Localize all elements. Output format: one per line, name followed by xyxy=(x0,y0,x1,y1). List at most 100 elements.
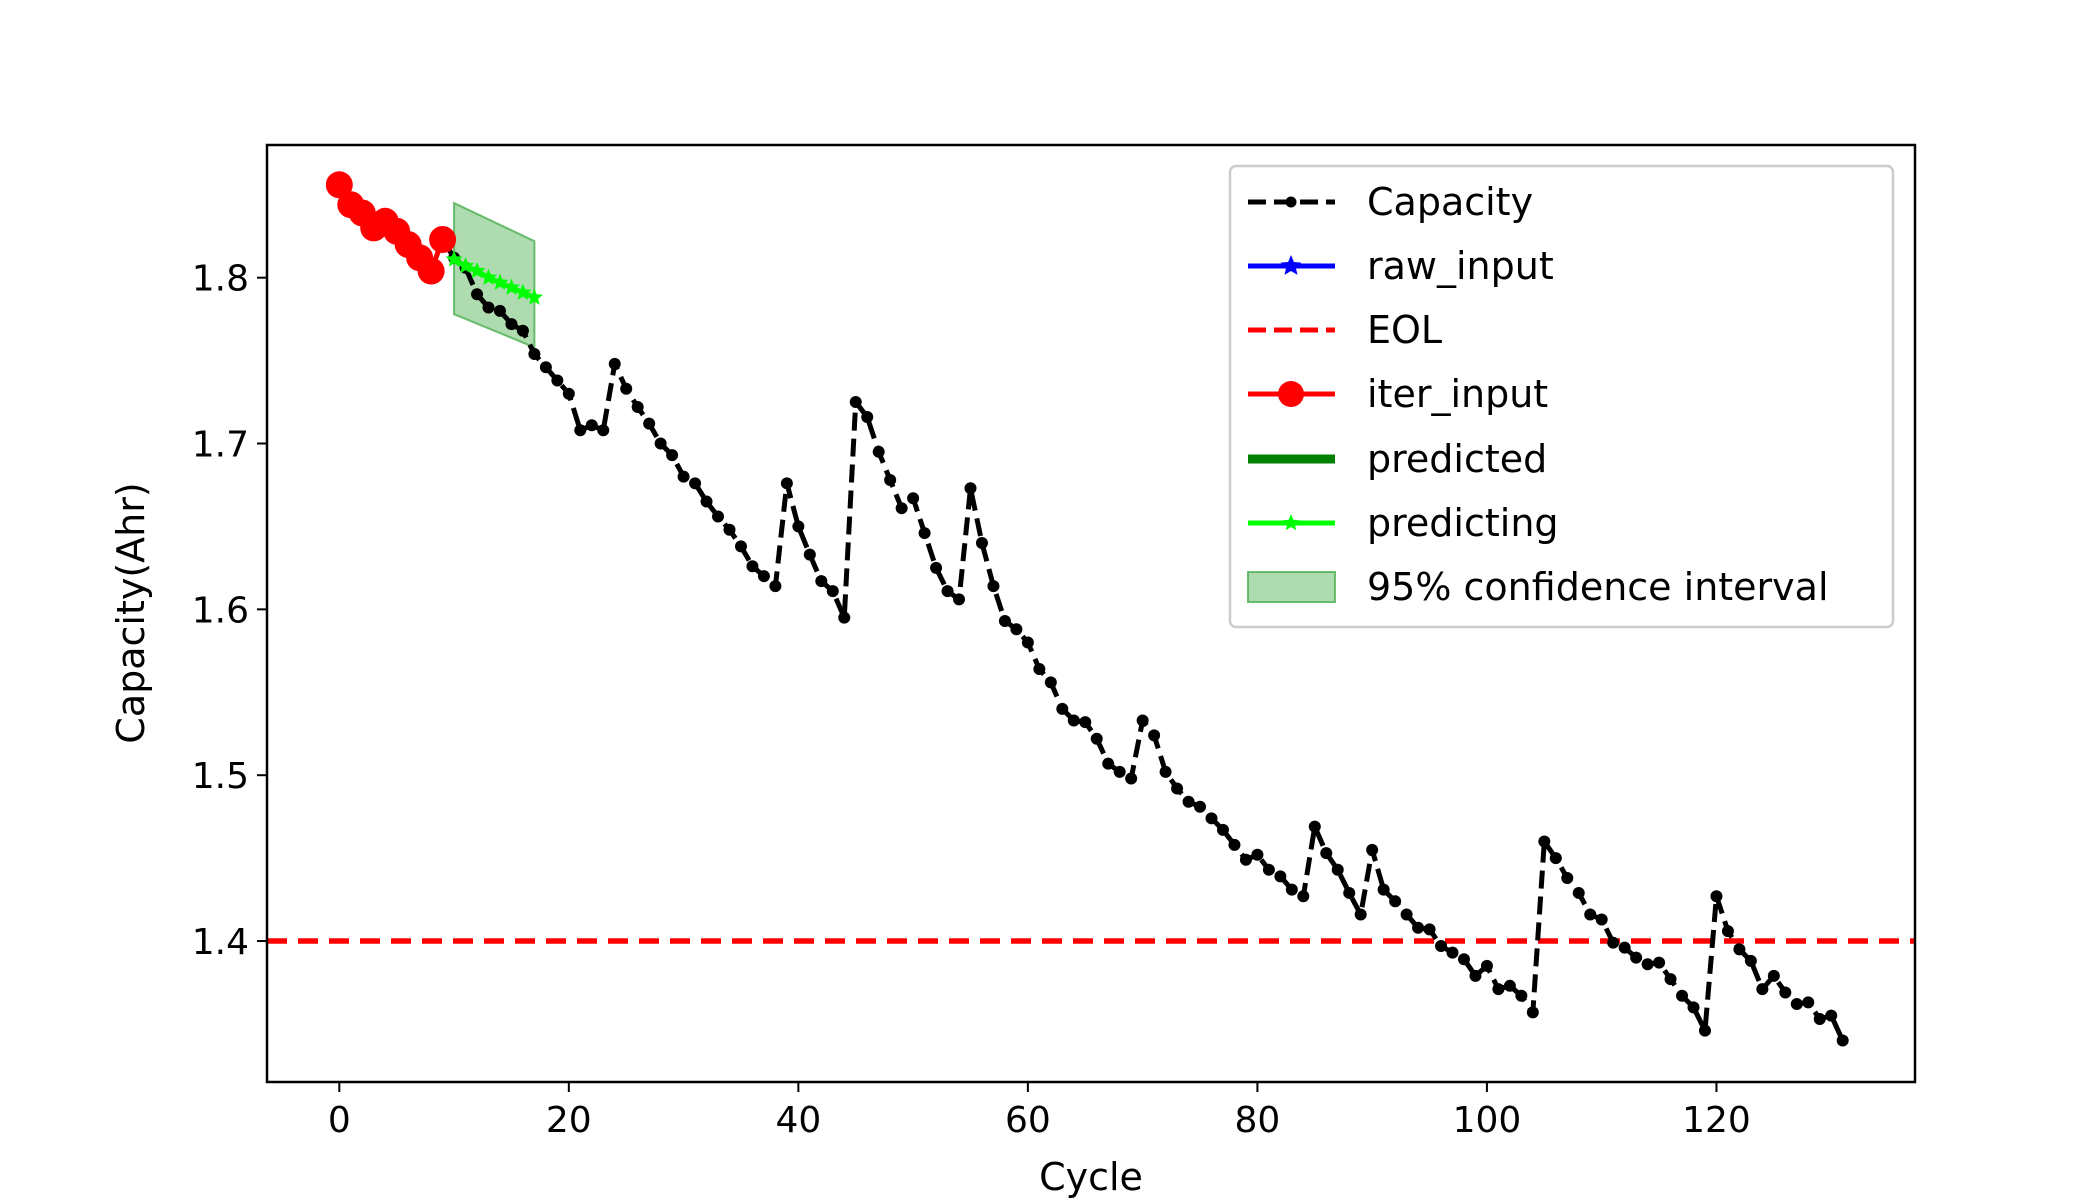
capacity-point xyxy=(1790,998,1803,1011)
capacity-point xyxy=(1148,729,1161,742)
capacity-point xyxy=(1090,732,1103,745)
capacity-point xyxy=(1630,951,1643,964)
capacity-point xyxy=(1572,886,1585,899)
capacity-point xyxy=(1412,921,1425,934)
capacity-point xyxy=(1446,946,1459,959)
y-tick-label: 1.4 xyxy=(192,922,249,963)
capacity-point xyxy=(1239,853,1252,866)
capacity-point xyxy=(1331,863,1344,876)
capacity-point xyxy=(1607,936,1620,949)
capacity-point xyxy=(998,614,1011,627)
capacity-point xyxy=(1813,1012,1826,1025)
capacity-point xyxy=(631,401,644,414)
capacity-point xyxy=(1618,941,1631,954)
capacity-point xyxy=(551,374,564,387)
plot-frame xyxy=(265,143,1917,1084)
capacity-point xyxy=(1538,835,1551,848)
capacity-point xyxy=(861,410,874,423)
capacity-point xyxy=(1297,890,1310,903)
capacity-point xyxy=(849,396,862,409)
capacity-point xyxy=(1423,923,1436,936)
capacity-point xyxy=(1067,714,1080,727)
legend-label-capacity: Capacity xyxy=(1367,180,1533,224)
capacity-point xyxy=(1159,765,1172,778)
capacity-point xyxy=(1767,969,1780,982)
x-axis-label: Cycle xyxy=(1039,1155,1143,1199)
legend-entry-predicted: predicted xyxy=(1248,437,1547,481)
capacity-point xyxy=(734,540,747,553)
legend: Capacity raw_input EOL iter_input predic… xyxy=(1228,164,1895,629)
capacity-point xyxy=(1515,989,1528,1002)
capacity-point xyxy=(1274,870,1287,883)
capacity-point xyxy=(608,357,621,370)
legend-label-confidence-interval: 95% confidence interval xyxy=(1367,565,1829,609)
capacity-point xyxy=(1343,886,1356,899)
y-axis-label: Capacity(Ahr) xyxy=(109,482,153,743)
capacity-point xyxy=(700,495,713,508)
capacity-point xyxy=(1825,1009,1838,1022)
y-tick-label: 1.5 xyxy=(192,756,249,797)
x-tick-label: 100 xyxy=(1453,1100,1522,1141)
capacity-point xyxy=(1320,847,1333,860)
legend-label-predicted: predicted xyxy=(1367,437,1547,481)
x-tick-label: 60 xyxy=(1005,1100,1051,1141)
x-tick-label: 20 xyxy=(546,1100,592,1141)
capacity-point xyxy=(1492,983,1505,996)
capacity-point xyxy=(1389,895,1402,908)
capacity-point xyxy=(677,470,690,483)
capacity-point xyxy=(723,523,736,536)
capacity-point xyxy=(1125,772,1138,785)
capacity-point xyxy=(1021,636,1034,649)
x-tick-label: 40 xyxy=(775,1100,821,1141)
legend-entry-capacity: Capacity xyxy=(1248,180,1533,224)
legend-entry-confidence-interval: 95% confidence interval xyxy=(1247,565,1829,609)
capacity-point xyxy=(918,527,931,540)
capacity-point xyxy=(746,560,759,573)
capacity-point xyxy=(872,445,885,458)
capacity-point xyxy=(1044,676,1057,689)
capacity-point xyxy=(1802,996,1815,1009)
capacity-point xyxy=(1664,973,1677,986)
capacity-point xyxy=(930,561,943,574)
capacity-point xyxy=(1480,959,1493,972)
capacity-point xyxy=(1641,958,1654,971)
capacity-point xyxy=(1503,979,1516,992)
capacity-point xyxy=(1056,702,1069,715)
capacity-point xyxy=(1251,848,1264,861)
legend-entry-predicting: predicting xyxy=(1248,501,1559,545)
capacity-point xyxy=(1366,843,1379,856)
capacity-point xyxy=(1113,765,1126,778)
capacity-point xyxy=(1182,795,1195,808)
legend-entry-iter-input: iter_input xyxy=(1248,372,1548,416)
capacity-point xyxy=(757,570,770,583)
capacity-point xyxy=(516,324,529,337)
capacity-point xyxy=(562,387,575,400)
capacity-point xyxy=(1698,1024,1711,1037)
x-tick-label: 120 xyxy=(1682,1100,1751,1141)
capacity-point xyxy=(712,510,725,523)
capacity-point xyxy=(597,424,610,437)
capacity-point xyxy=(643,417,656,430)
capacity-point xyxy=(505,318,518,331)
capacity-point xyxy=(1561,872,1574,885)
iter-input-point xyxy=(417,257,445,285)
capacity-point xyxy=(1079,716,1092,729)
capacity-point xyxy=(1721,925,1734,938)
capacity-point xyxy=(528,347,541,360)
capacity-point xyxy=(1584,908,1597,921)
predicting-point xyxy=(514,283,532,300)
capacity-point xyxy=(1469,969,1482,982)
capacity-point xyxy=(1136,714,1149,727)
y-axis-ticks: 1.4 1.5 1.6 1.7 1.8 xyxy=(192,259,267,963)
capacity-point xyxy=(895,502,908,515)
legend-marker-predicting xyxy=(1282,514,1300,531)
capacity-point xyxy=(620,382,633,395)
predicting-series-layer xyxy=(445,250,543,305)
capacity-point xyxy=(815,575,828,588)
y-tick-label: 1.7 xyxy=(192,425,249,466)
capacity-point xyxy=(1010,623,1023,636)
capacity-point xyxy=(838,611,851,624)
capacity-point xyxy=(1457,953,1470,966)
capacity-point xyxy=(1836,1034,1849,1047)
